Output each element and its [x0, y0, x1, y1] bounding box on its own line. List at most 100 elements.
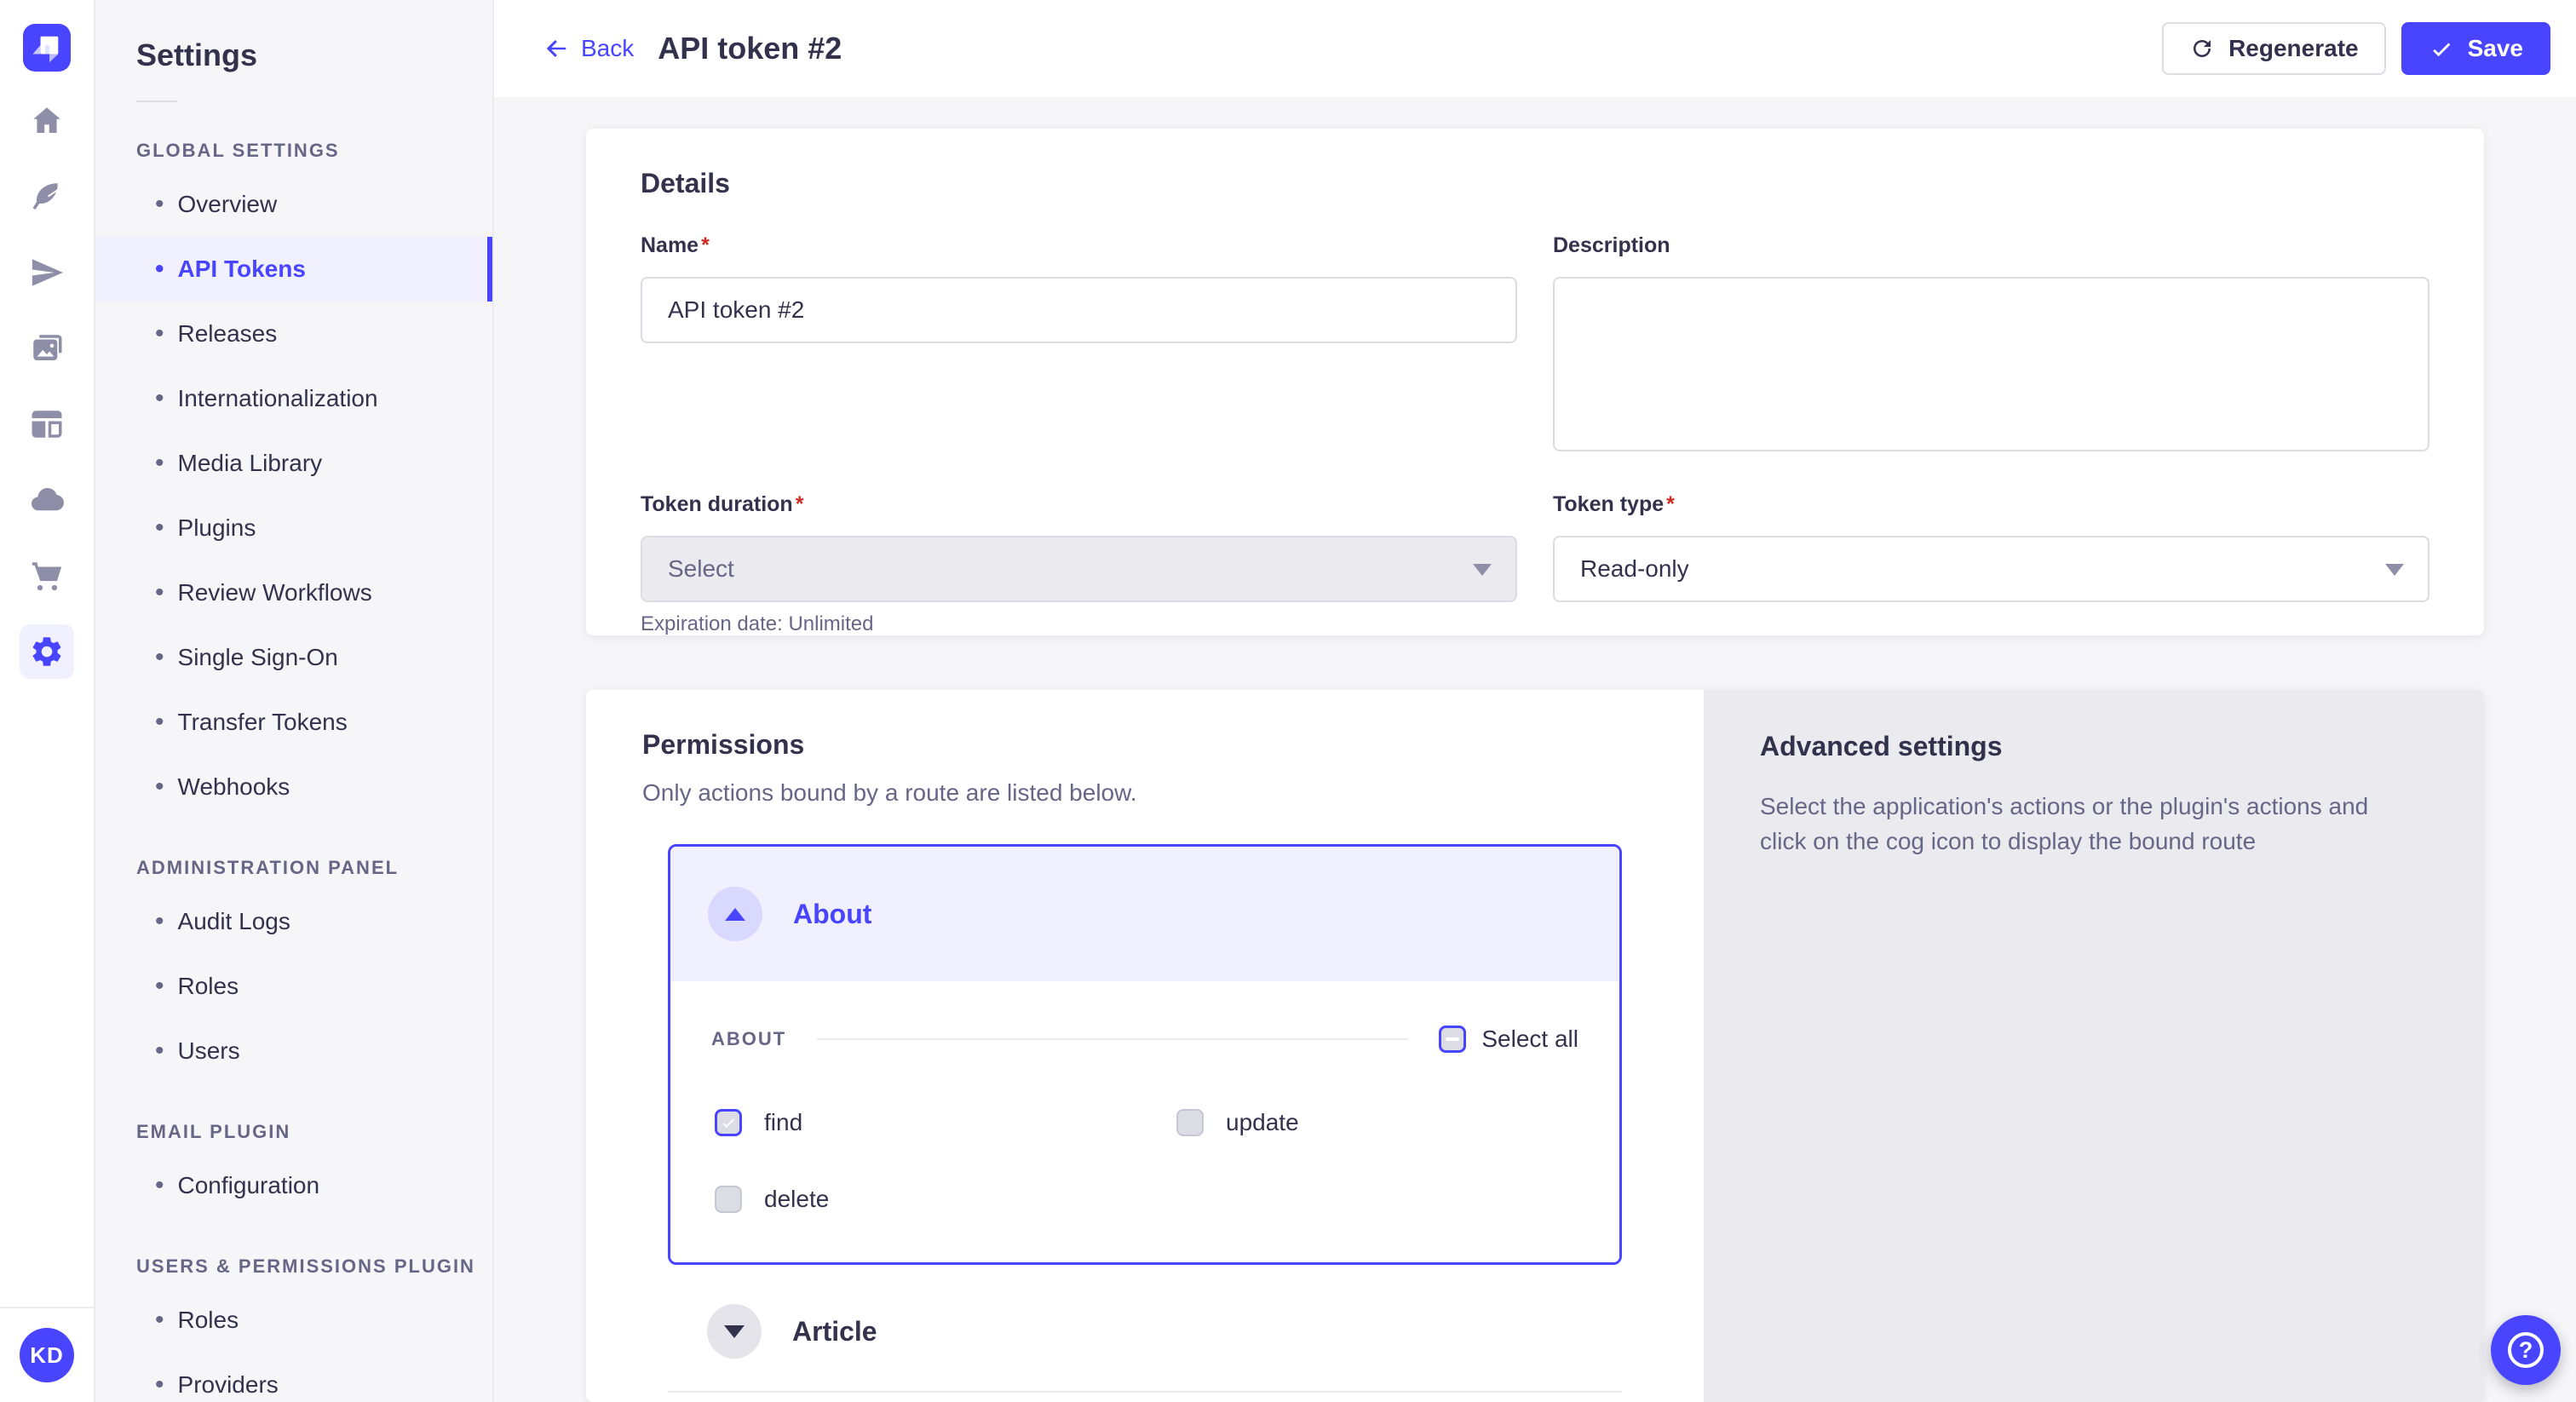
permissions-block: Permissions Only actions bound by a rout… — [586, 690, 2484, 1402]
description-field-group: Description — [1553, 233, 2429, 451]
sidebar-item-label: Releases — [177, 320, 278, 347]
token-type-select[interactable]: Read-only — [1553, 536, 2429, 602]
token-type-label: Token type * — [1553, 492, 2429, 517]
sidebar-item-single-sign-on[interactable]: • Single Sign-On — [95, 625, 492, 690]
sidebar-item-webhooks[interactable]: • Webhooks — [95, 755, 492, 819]
avatar[interactable]: KD — [20, 1328, 74, 1382]
bullet-icon: • — [155, 907, 164, 935]
sidebar-item-label: Internationalization — [177, 385, 378, 411]
description-label: Description — [1553, 233, 2429, 258]
home-icon — [33, 107, 60, 133]
description-textarea[interactable] — [1553, 277, 2429, 451]
advanced-settings-heading: Advanced settings — [1760, 731, 2003, 761]
sidebar-item-email-configuration[interactable]: • Configuration — [95, 1153, 492, 1218]
sidebar-item-review-workflows[interactable]: • Review Workflows — [95, 560, 492, 625]
actions-grid: find update delete — [711, 1109, 1578, 1213]
action-update[interactable]: update — [1176, 1109, 1578, 1136]
token-type-label-text: Token type — [1553, 492, 1665, 516]
back-label: Back — [581, 35, 635, 61]
update-checkbox[interactable] — [1176, 1109, 1204, 1136]
sidebar-item-up-roles[interactable]: • Roles — [95, 1288, 492, 1353]
select-all-control[interactable]: Select all — [1439, 1026, 1578, 1053]
arrow-left-icon — [546, 40, 566, 57]
bullet-icon: • — [155, 1306, 164, 1334]
details-card: Details Name* Description — [586, 129, 2484, 635]
sidebar-item-transfer-tokens[interactable]: • Transfer Tokens — [95, 690, 492, 755]
chevron-down-icon — [724, 1324, 745, 1338]
sidebar-item-label: Webhooks — [177, 773, 290, 800]
rail-item-content[interactable] — [20, 170, 74, 224]
action-find[interactable]: find — [715, 1109, 1176, 1136]
expand-toggle[interactable] — [707, 1304, 762, 1359]
rail-item-marketplace[interactable] — [20, 549, 74, 603]
settings-nav-title: Settings — [136, 37, 258, 72]
bullet-icon: • — [155, 1171, 164, 1199]
back-link[interactable]: Back — [543, 35, 634, 62]
chevron-down-icon — [2385, 564, 2404, 576]
sidebar-item-label: Plugins — [177, 514, 256, 541]
nav-section-email-plugin: EMAIL PLUGIN — [136, 1121, 291, 1142]
find-checkbox[interactable] — [715, 1109, 742, 1136]
details-form: Name* Description Token duration* — [641, 233, 2429, 636]
sidebar-item-overview[interactable]: • Overview — [95, 172, 492, 237]
sidebar-item-api-tokens[interactable]: • API Tokens — [95, 237, 492, 302]
rail-item-settings[interactable] — [20, 624, 74, 679]
media-library-icon — [33, 335, 62, 360]
question-mark-icon: ? — [2508, 1332, 2544, 1368]
sidebar-item-admin-users[interactable]: • Users — [95, 1019, 492, 1083]
sidebar-item-audit-logs[interactable]: • Audit Logs — [95, 889, 492, 954]
bullet-icon: • — [155, 449, 164, 477]
action-delete[interactable]: delete — [715, 1186, 1176, 1213]
token-duration-label-text: Token duration — [641, 492, 793, 516]
page-title: API token #2 — [658, 31, 842, 66]
article-accordion-title: Article — [792, 1315, 877, 1347]
rail-item-deploy[interactable] — [20, 245, 74, 300]
regenerate-button[interactable]: Regenerate — [2162, 22, 2386, 75]
sidebar-item-plugins[interactable]: • Plugins — [95, 496, 492, 560]
permissions-subtitle: Only actions bound by a route are listed… — [642, 779, 1137, 806]
sidebar-item-releases[interactable]: • Releases — [95, 302, 492, 366]
sidebar-item-admin-roles[interactable]: • Roles — [95, 954, 492, 1019]
refresh-icon — [2194, 39, 2211, 57]
rail-item-media[interactable] — [20, 321, 74, 376]
rail-footer: KD — [0, 1307, 95, 1402]
sidebar-item-label: Roles — [177, 1307, 239, 1333]
save-button[interactable]: Save — [2401, 22, 2550, 75]
bullet-icon: • — [155, 708, 164, 736]
sidebar-item-internationalization[interactable]: • Internationalization — [95, 366, 492, 431]
bullet-icon: • — [155, 643, 164, 671]
settings-nav: Settings GLOBAL SETTINGS • Overview • API … — [95, 0, 494, 1402]
bullet-icon: • — [155, 1370, 164, 1399]
article-accordion-header[interactable]: Article — [668, 1304, 1622, 1359]
details-heading: Details — [641, 168, 730, 198]
cart-icon — [32, 562, 62, 591]
select-all-checkbox[interactable] — [1439, 1026, 1467, 1053]
page-header: Back API token #2 Regenerate Save — [494, 0, 2576, 97]
sidebar-item-label: Users — [177, 1037, 240, 1064]
help-button[interactable]: ? — [2491, 1315, 2561, 1385]
sidebar-item-label: Providers — [177, 1371, 279, 1398]
collapse-toggle[interactable] — [708, 887, 762, 941]
main-area: Back API token #2 Regenerate Save Detail… — [494, 0, 2576, 1402]
rail-item-cloud[interactable] — [20, 473, 74, 527]
sidebar-item-media-library[interactable]: • Media Library — [95, 431, 492, 496]
name-input[interactable] — [641, 277, 1517, 343]
section-divider — [817, 1038, 1409, 1040]
strapi-logo[interactable] — [23, 24, 71, 72]
strapi-logo-icon — [32, 36, 59, 63]
about-accordion-header[interactable]: About — [670, 847, 1619, 981]
header-actions: Regenerate Save — [2162, 22, 2550, 75]
chevron-up-icon — [725, 907, 745, 921]
sidebar-item-up-providers[interactable]: • Providers — [95, 1353, 492, 1402]
rail-item-home[interactable] — [20, 94, 74, 148]
token-duration-select[interactable]: Select — [641, 536, 1517, 602]
rail-item-content-type-builder[interactable] — [20, 397, 74, 451]
delete-checkbox[interactable] — [715, 1186, 742, 1213]
required-asterisk: * — [795, 492, 804, 516]
about-accordion-group: About ABOUT Select all — [668, 844, 1622, 1265]
indeterminate-dash-icon — [1446, 1037, 1460, 1041]
nav-divider — [136, 101, 177, 102]
advanced-settings-panel: Advanced settings Select the application… — [1704, 690, 2484, 1402]
permissions-heading: Permissions — [642, 729, 805, 760]
